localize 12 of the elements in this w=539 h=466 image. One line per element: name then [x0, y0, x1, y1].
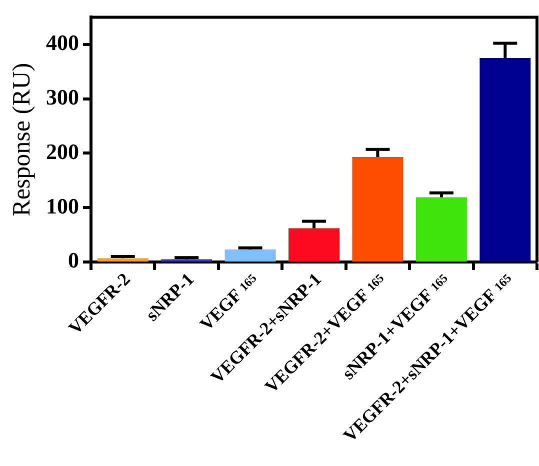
- bar: [224, 249, 276, 262]
- y-tick-label: 400: [46, 30, 79, 56]
- bar: [288, 228, 340, 262]
- bar: [480, 58, 531, 262]
- bar: [352, 157, 404, 262]
- y-tick-label: 100: [46, 193, 79, 218]
- bar: [97, 258, 148, 262]
- y-tick-label: 200: [46, 138, 79, 164]
- y-tick-label: 300: [46, 84, 79, 110]
- bar: [416, 197, 467, 262]
- y-tick-label: 0: [68, 248, 79, 273]
- y-axis-title: Response (RU): [8, 62, 36, 216]
